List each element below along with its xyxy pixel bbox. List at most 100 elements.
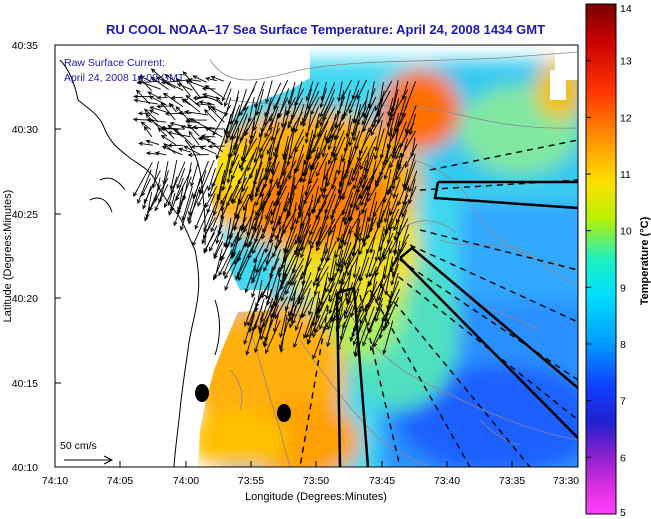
x-tick-label: 73:40 — [434, 475, 460, 487]
current-vector-arrow — [319, 311, 329, 330]
current-vector-arrow — [332, 192, 345, 216]
current-vector-arrow — [207, 105, 225, 123]
current-vector-arrow — [292, 296, 305, 325]
colorbar-tick-label: 10 — [620, 226, 632, 238]
current-vector-arrow — [302, 297, 314, 318]
current-vector-arrow — [137, 80, 161, 90]
current-vector-arrow — [305, 81, 314, 102]
current-vector-arrow — [224, 258, 239, 291]
current-vector-arrow — [359, 256, 370, 283]
current-vector-arrow — [157, 127, 168, 137]
current-vector-arrow — [137, 169, 152, 205]
current-vector-arrow — [354, 322, 368, 358]
current-vector-arrow — [302, 104, 312, 128]
current-vector-arrow — [354, 290, 369, 314]
current-vector-arrow — [164, 186, 175, 209]
colorbar-label: Temperature (°C) — [639, 216, 651, 305]
x-tick-label: 74:00 — [173, 475, 199, 487]
current-vector-arrow — [168, 192, 176, 216]
current-vector-arrow — [305, 304, 320, 339]
current-vector-arrow — [307, 82, 319, 110]
current-vector-arrow — [269, 192, 281, 226]
y-tick-label: 40:25 — [12, 209, 38, 221]
y-tick-label: 40:30 — [12, 124, 38, 136]
current-vector-arrow — [266, 266, 280, 306]
current-vector-arrow — [366, 160, 377, 198]
current-vector-arrow — [247, 146, 258, 172]
current-vector-arrow — [189, 118, 209, 129]
current-vector-arrow — [174, 128, 193, 146]
current-vector-arrow — [255, 88, 264, 117]
current-vector-arrow — [264, 119, 274, 138]
current-vector-arrow — [135, 89, 151, 105]
current-vector-arrow — [178, 147, 192, 153]
current-vector-arrow — [392, 178, 401, 199]
current-vector-arrow — [257, 312, 264, 332]
current-vector-arrow — [217, 216, 225, 236]
current-vector-arrow — [294, 88, 304, 107]
current-vector-arrow — [284, 280, 297, 312]
current-vector-arrow — [218, 249, 233, 277]
current-vector-arrow — [374, 280, 383, 304]
current-vector-arrow — [308, 217, 321, 246]
current-vector-arrow — [237, 152, 255, 186]
current-vector-arrow — [167, 130, 191, 138]
map-title: RU COOL NOAA–17 Sea Surface Temperature:… — [105, 22, 546, 37]
current-vector-arrow — [327, 146, 337, 165]
current-vector-arrow — [271, 202, 281, 233]
colorbar-tick-label: 9 — [620, 282, 626, 294]
current-vector-arrow — [395, 129, 409, 160]
current-vector-arrow — [140, 121, 151, 130]
current-vector-arrow — [270, 113, 279, 142]
current-vector-arrow — [335, 240, 345, 268]
current-vector-arrow — [282, 136, 289, 159]
current-vector-arrow — [327, 130, 336, 151]
current-vector-arrow — [248, 223, 257, 247]
current-vector-arrow — [290, 272, 304, 303]
y-tick-label: 40:10 — [12, 462, 38, 474]
current-vector-arrow — [278, 322, 289, 350]
current-vector-arrow — [316, 152, 329, 178]
current-vector-arrow — [148, 109, 159, 116]
current-vector-arrow — [329, 209, 345, 234]
current-vector-arrow — [288, 129, 304, 160]
current-vector-arrow — [238, 137, 258, 169]
current-vector-arrow — [273, 178, 288, 207]
current-vector-arrow — [383, 208, 391, 234]
current-vector-arrow — [383, 201, 391, 224]
current-vector-arrow — [143, 108, 159, 123]
current-vector-arrow — [199, 146, 217, 155]
current-vector-arrow — [348, 89, 360, 115]
current-vector-arrow — [366, 175, 383, 203]
current-vector-arrow — [254, 200, 266, 222]
current-vector-arrow — [288, 106, 297, 127]
current-vector-arrow — [307, 282, 319, 316]
current-vector-arrow — [374, 304, 383, 323]
current-vector-arrow — [204, 127, 223, 138]
current-vector-arrow — [401, 186, 417, 218]
current-vector-arrow — [224, 112, 241, 145]
current-vector-arrow — [341, 137, 351, 163]
current-vector-arrow — [173, 194, 186, 227]
colorbar: 14 13 12 11 10 9 8 7 6 5 Temperature (°C) — [585, 3, 651, 519]
current-vector-arrow — [317, 114, 327, 139]
colorbar-gradient — [585, 3, 617, 515]
x-axis-label: Longitude (Degrees:Minutes) — [245, 491, 387, 503]
current-vector-arrow — [295, 153, 304, 173]
current-vector-arrow — [251, 263, 263, 299]
current-vector-arrow — [176, 168, 186, 190]
current-vector-arrow — [352, 242, 361, 279]
current-vector-arrow — [359, 136, 377, 171]
current-vector-arrow — [367, 192, 377, 223]
current-vector-arrow — [297, 279, 313, 305]
current-vector-arrow — [328, 289, 338, 315]
current-vector-arrow — [255, 185, 265, 207]
current-vector-arrow — [295, 312, 304, 331]
station-marker — [195, 384, 209, 402]
current-vector-arrow — [279, 306, 288, 339]
axis-ticks — [54, 44, 513, 468]
current-vector-arrow — [408, 170, 418, 193]
current-vector-arrow — [311, 194, 321, 215]
current-vector-arrow — [221, 81, 232, 102]
